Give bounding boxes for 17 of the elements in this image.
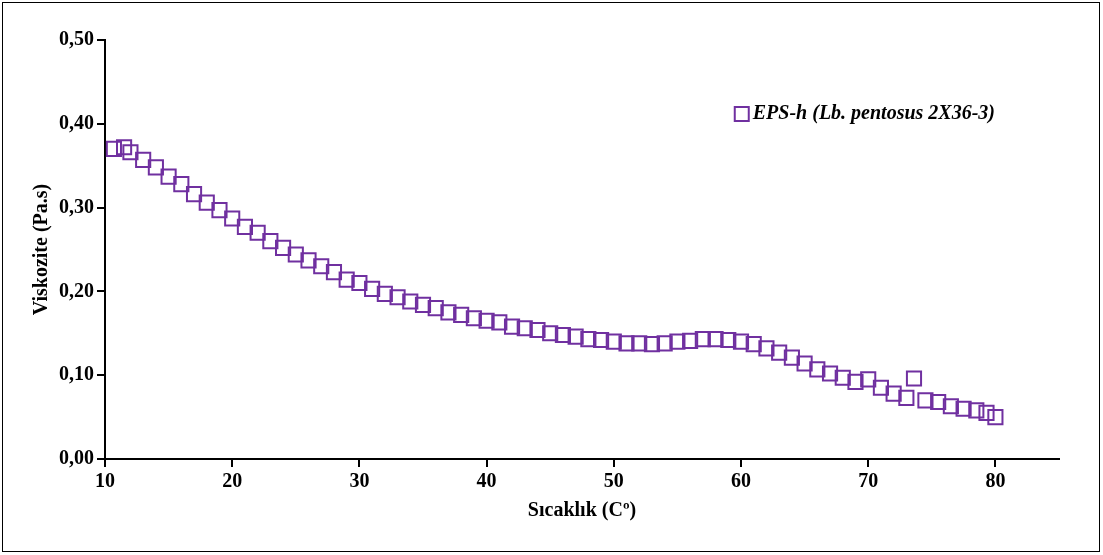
y-tick-label: 0,30 bbox=[59, 194, 94, 217]
x-tick-label: 80 bbox=[985, 469, 1006, 492]
x-tick-label: 50 bbox=[603, 469, 624, 492]
x-tick-label: 10 bbox=[95, 469, 115, 492]
y-tick-label: 0,10 bbox=[59, 362, 94, 385]
y-tick-label: 0,40 bbox=[59, 110, 94, 133]
x-tick-label: 60 bbox=[731, 469, 751, 492]
y-axis-title: Viskozite (Pa.s) bbox=[29, 183, 53, 316]
x-tick-label: 70 bbox=[858, 469, 879, 492]
legend-label: EPS-h (Lb. pentosus 2X36-3) bbox=[751, 101, 995, 125]
y-tick-label: 0,20 bbox=[59, 278, 94, 301]
y-tick-label: 0,00 bbox=[59, 446, 94, 469]
x-tick-label: 20 bbox=[222, 469, 243, 492]
x-axis-title: Sıcaklık (Cº) bbox=[527, 498, 637, 522]
x-tick-label: 40 bbox=[476, 469, 497, 492]
x-tick-label: 30 bbox=[349, 469, 370, 492]
y-tick-label: 0,50 bbox=[59, 27, 94, 50]
